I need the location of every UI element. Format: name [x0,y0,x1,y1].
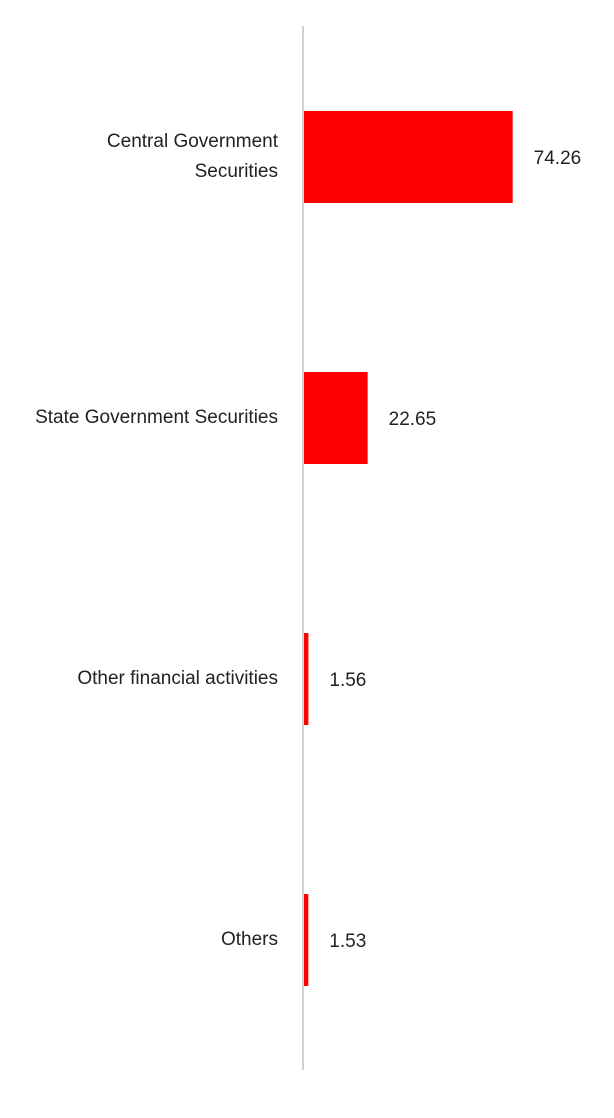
category-label-2: Other financial activities [77,668,278,689]
bars-group [304,111,513,986]
value-label-0: 74.26 [534,148,582,169]
category-label-1: State Government Securities [35,407,278,428]
category-label-3: Others [221,929,278,950]
category-label-line: Central Government [107,131,279,152]
category-label-line: Others [221,929,278,950]
value-label-1: 22.65 [389,409,437,430]
value-label-2: 1.56 [329,670,366,691]
category-labels-group: Central Government Securities State Govern… [35,131,279,950]
bar-0 [304,111,513,203]
bar-3 [304,894,309,986]
bar-2 [304,633,309,725]
category-label-0: Central Government Securities [107,131,279,182]
category-label-line: Other financial activities [77,668,278,689]
bar-1 [304,372,368,464]
category-label-line: Securities [195,161,278,182]
value-labels-group: 74.26 22.65 1.56 1.53 [329,148,581,952]
category-label-line: State Government Securities [35,407,278,428]
value-label-3: 1.53 [329,931,366,952]
